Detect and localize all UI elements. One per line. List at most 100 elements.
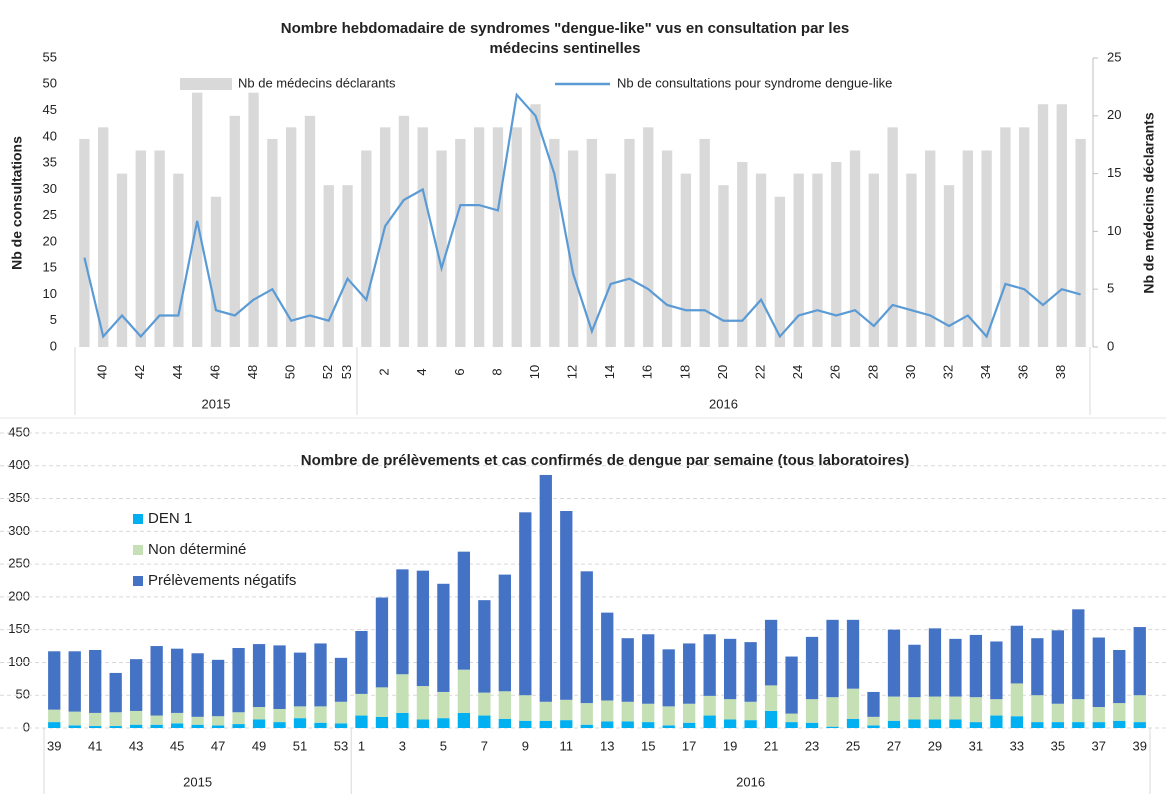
y-tick-label: 45 — [43, 102, 57, 117]
bar — [192, 92, 203, 348]
x-tick-label: 4 — [414, 368, 429, 375]
bar-segment — [89, 712, 102, 727]
bar-segment — [375, 597, 389, 688]
bar — [643, 127, 654, 347]
x-tick-label: 31 — [969, 738, 983, 753]
bar-segment — [826, 697, 839, 727]
y-tick-label: 200 — [8, 588, 30, 603]
bar-segment — [580, 571, 593, 704]
bar-segment — [744, 720, 757, 728]
y-tick-label: 20 — [43, 233, 57, 248]
bar — [549, 138, 560, 347]
bar-segment — [334, 657, 348, 702]
legend-label: DEN 1 — [148, 510, 192, 527]
bar-segment — [539, 720, 552, 728]
x-tick-label: 47 — [211, 738, 225, 753]
bar — [304, 115, 316, 347]
bar-segment — [396, 569, 409, 675]
x-tick-label: 29 — [928, 738, 942, 753]
bar-segment — [416, 570, 430, 687]
group-label: 2015 — [183, 774, 212, 789]
bar-segment — [1092, 722, 1105, 728]
bar-segment — [519, 720, 532, 728]
bar — [906, 173, 917, 347]
bar-segment — [539, 474, 552, 702]
bar-segment — [826, 619, 839, 698]
y-tick-label: 50 — [43, 76, 57, 91]
bar-segment — [1031, 638, 1044, 696]
y2-axis-label: Nb de médecins déclarants — [1141, 112, 1157, 294]
y-tick-label: 30 — [43, 181, 57, 196]
bar-segment — [785, 656, 798, 714]
bar — [398, 115, 410, 347]
bar-segment — [437, 583, 450, 692]
bar-segment — [580, 703, 593, 725]
x-tick-label: 5 — [440, 738, 447, 753]
bar-segment — [273, 708, 286, 723]
bar-segment — [109, 726, 122, 728]
bar-segment — [805, 636, 819, 700]
bar-segment — [560, 720, 573, 728]
bar-segment — [723, 638, 737, 700]
legend-swatch — [133, 545, 143, 555]
bar-segment — [1051, 703, 1064, 723]
bar-segment — [908, 697, 921, 720]
y-tick-label: 35 — [43, 155, 57, 170]
bar-segment — [744, 642, 757, 702]
bar-segment — [273, 722, 286, 728]
bar — [492, 127, 504, 347]
bar-segment — [969, 697, 983, 723]
group-label: 2016 — [709, 396, 738, 411]
y2-tick-label: 20 — [1107, 107, 1121, 122]
bar-segment — [478, 600, 491, 693]
bar-segment — [621, 701, 634, 722]
bar-segment — [662, 706, 675, 726]
bar — [1000, 127, 1011, 347]
x-tick-label: 21 — [764, 738, 778, 753]
legend-swatch — [133, 576, 143, 586]
bar-segment — [601, 721, 614, 728]
bar — [98, 127, 109, 347]
bar — [680, 173, 692, 347]
x-tick-label: 34 — [978, 365, 993, 379]
x-tick-label: 7 — [481, 738, 488, 753]
y-tick-label: 25 — [43, 207, 57, 222]
bar-segment — [764, 619, 778, 686]
bar — [361, 150, 372, 347]
bar — [849, 150, 861, 347]
bar-segment — [642, 703, 655, 723]
y-tick-label: 350 — [8, 490, 30, 505]
x-tick-label: 17 — [682, 738, 696, 753]
bar-segment — [375, 687, 389, 717]
bar — [455, 138, 466, 347]
bar-segment — [887, 629, 901, 697]
bar-segment — [498, 574, 511, 692]
bar-segment — [232, 648, 245, 713]
y2-tick-label: 10 — [1107, 223, 1121, 238]
bar-segment — [211, 725, 225, 728]
x-tick-label: 33 — [1010, 738, 1024, 753]
y-tick-label: 150 — [8, 621, 30, 636]
bar — [737, 162, 748, 347]
bar-segment — [887, 696, 901, 721]
bar-segment — [498, 691, 511, 719]
bar-segment — [48, 722, 61, 728]
bar — [1075, 138, 1086, 347]
bar-segment — [130, 724, 143, 728]
bar-segment — [560, 511, 573, 700]
x-tick-label: 52 — [320, 365, 335, 379]
bar-segment — [191, 716, 204, 725]
bar-segment — [642, 722, 655, 728]
x-tick-label: 40 — [95, 365, 110, 379]
bar — [1056, 104, 1067, 348]
bar-segment — [969, 634, 983, 698]
bar-segment — [949, 638, 962, 697]
bar-segment — [703, 695, 716, 716]
bar — [661, 150, 673, 347]
bar-segment — [662, 725, 675, 728]
x-tick-label: 53 — [334, 738, 348, 753]
bar-segment — [232, 712, 245, 725]
bar-segment — [1072, 722, 1085, 728]
y-tick-label: 10 — [43, 286, 57, 301]
bar-segment — [68, 725, 81, 728]
